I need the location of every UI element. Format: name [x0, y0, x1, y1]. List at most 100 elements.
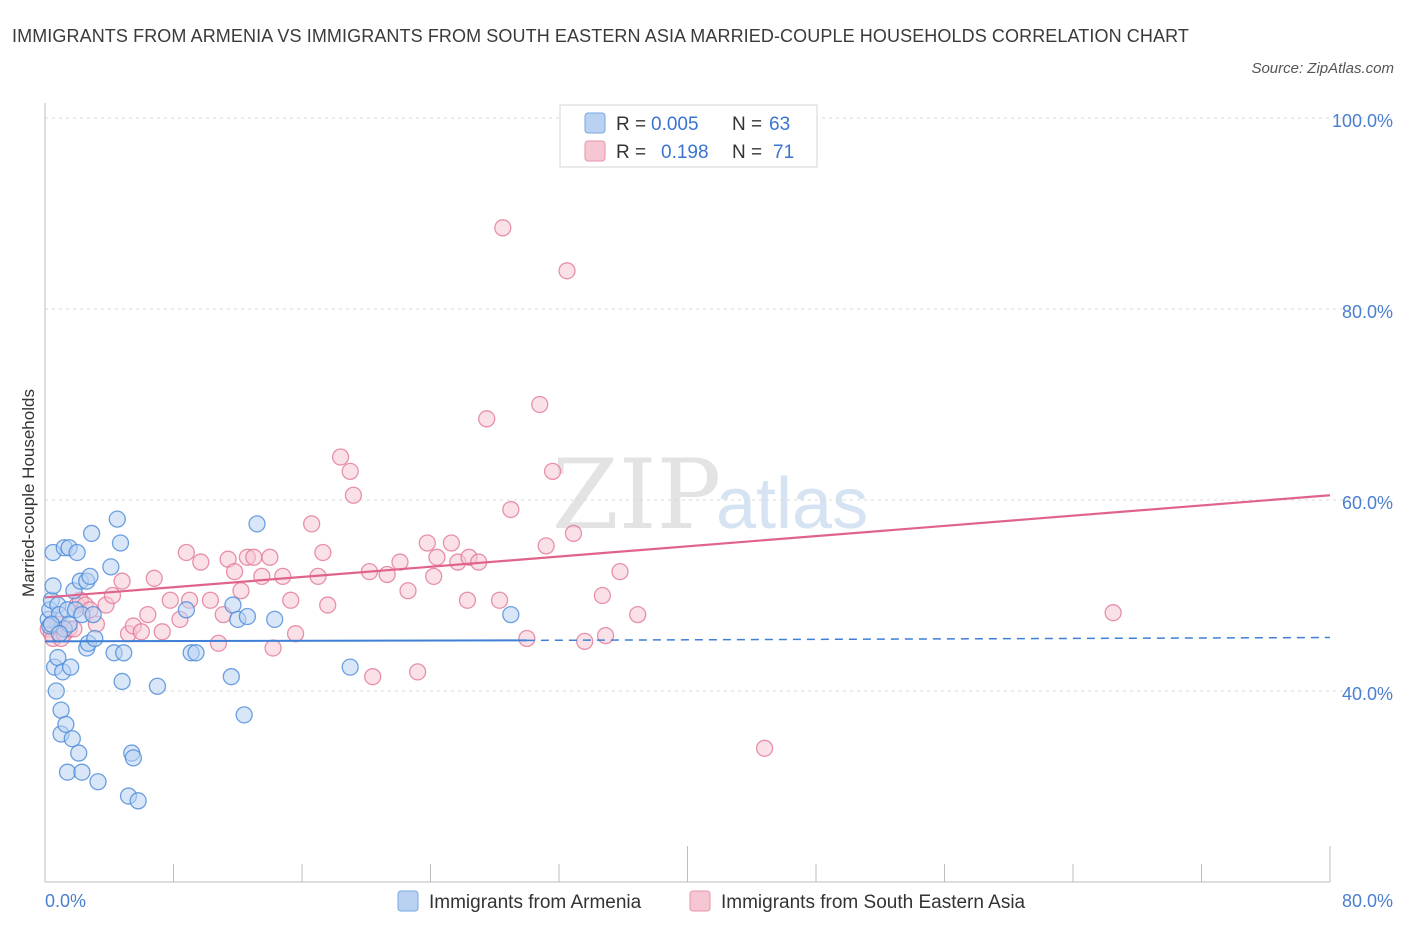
- sea-point: [494, 219, 512, 237]
- sea-point: [425, 567, 443, 586]
- x-axis-ticks: [44, 846, 1331, 882]
- armenia-point: [238, 607, 257, 626]
- sea-point: [282, 591, 300, 609]
- sea-point: [418, 534, 436, 552]
- sea-point: [153, 623, 171, 641]
- legend-n-label-armenia: N =: [732, 114, 762, 135]
- sea-point: [139, 605, 157, 624]
- x-tick-label-min: 0.0%: [45, 891, 86, 911]
- series-sea-points: [39, 219, 1122, 757]
- sea-point: [253, 567, 271, 586]
- sea-point: [161, 591, 179, 609]
- y-tick-label-60: 60.0%: [1342, 493, 1393, 513]
- legend-r-label-armenia: R =: [616, 114, 646, 135]
- sea-point: [319, 596, 337, 614]
- armenia-point: [70, 744, 88, 762]
- sea-point: [209, 634, 228, 652]
- sea-point: [593, 586, 612, 605]
- armenia-point: [84, 605, 102, 624]
- sea-point: [629, 605, 647, 624]
- armenia-point: [111, 534, 130, 552]
- sea-point: [611, 562, 629, 581]
- sea-point: [558, 262, 576, 280]
- sea-point: [364, 668, 382, 686]
- sea-point: [274, 567, 292, 586]
- sea-point: [286, 625, 305, 643]
- sea-point: [531, 395, 549, 414]
- armenia-point: [63, 730, 81, 748]
- armenia-point: [73, 763, 91, 781]
- armenia-point: [50, 625, 69, 643]
- trend-line-armenia: [44, 639, 527, 643]
- sea-point: [596, 626, 615, 645]
- chart-title: IMMIGRANTS FROM ARMENIA VS IMMIGRANTS FR…: [12, 26, 1189, 46]
- sea-point: [103, 586, 122, 605]
- trend-line-armenia-extension: [526, 636, 1331, 642]
- armenia-point: [224, 596, 242, 614]
- armenia-point: [222, 668, 240, 686]
- armenia-point: [86, 629, 104, 648]
- sea-point: [518, 629, 536, 648]
- trend-lines: [44, 494, 1331, 643]
- armenia-point: [81, 567, 99, 586]
- sea-point: [564, 524, 583, 543]
- armenia-point: [82, 524, 101, 543]
- sea-point: [314, 543, 332, 562]
- source-label: Source: ZipAtlas.com: [1251, 60, 1394, 77]
- sea-point: [478, 410, 496, 428]
- armenia-point: [148, 677, 167, 695]
- armenia-point: [341, 658, 359, 676]
- sea-point: [245, 548, 263, 566]
- armenia-point: [187, 644, 205, 662]
- bottom-legend-label-armenia: Immigrants from Armenia: [429, 892, 642, 913]
- sea-point: [177, 543, 196, 562]
- armenia-point: [266, 610, 284, 629]
- series-armenia-points: [39, 510, 520, 810]
- sea-point: [132, 623, 151, 641]
- sea-point: [261, 548, 279, 566]
- watermark-atlas: atlas: [716, 464, 868, 544]
- sea-point: [543, 462, 562, 481]
- trend-line-sea: [44, 494, 1331, 599]
- sea-point: [225, 562, 244, 581]
- bottom-legend: Immigrants from Armenia Immigrants from …: [397, 890, 1026, 913]
- sea-point: [192, 553, 210, 571]
- legend-r-label-sea: R =: [616, 142, 646, 163]
- armenia-point: [248, 515, 266, 533]
- bottom-legend-swatch-armenia: [397, 890, 419, 912]
- sea-point: [113, 572, 131, 590]
- sea-point: [341, 462, 359, 481]
- sea-point: [232, 582, 250, 600]
- sea-point: [1104, 604, 1122, 622]
- sea-point: [442, 534, 461, 552]
- sea-point: [537, 537, 555, 555]
- sea-point: [264, 639, 282, 657]
- armenia-point: [177, 601, 196, 619]
- armenia-point: [113, 672, 131, 691]
- sea-point: [408, 663, 427, 681]
- x-tick-label-max: 80.0%: [1342, 891, 1393, 911]
- armenia-point: [68, 543, 86, 562]
- legend-n-value-armenia: 63: [769, 114, 790, 135]
- sea-point: [490, 591, 509, 609]
- legend-swatch-sea: [584, 140, 606, 162]
- armenia-point: [102, 558, 120, 576]
- legend-r-value-sea: 0.198: [661, 142, 709, 163]
- legend-swatch-armenia: [584, 112, 606, 134]
- armenia-point: [108, 510, 126, 528]
- sea-point: [331, 448, 350, 466]
- armenia-point: [89, 773, 107, 791]
- y-tick-label-80: 80.0%: [1342, 302, 1393, 322]
- y-axis-label: Married-couple Households: [19, 389, 38, 597]
- y-tick-label-40: 40.0%: [1342, 684, 1393, 704]
- armenia-point: [44, 577, 62, 595]
- bottom-legend-swatch-sea: [689, 890, 711, 912]
- armenia-point: [57, 715, 75, 734]
- armenia-point: [58, 763, 77, 781]
- armenia-point: [52, 701, 70, 719]
- armenia-point: [115, 644, 133, 662]
- armenia-point: [47, 682, 65, 700]
- sea-point: [344, 486, 363, 504]
- legend-r-value-armenia: 0.005: [651, 114, 699, 135]
- armenia-point: [235, 706, 253, 724]
